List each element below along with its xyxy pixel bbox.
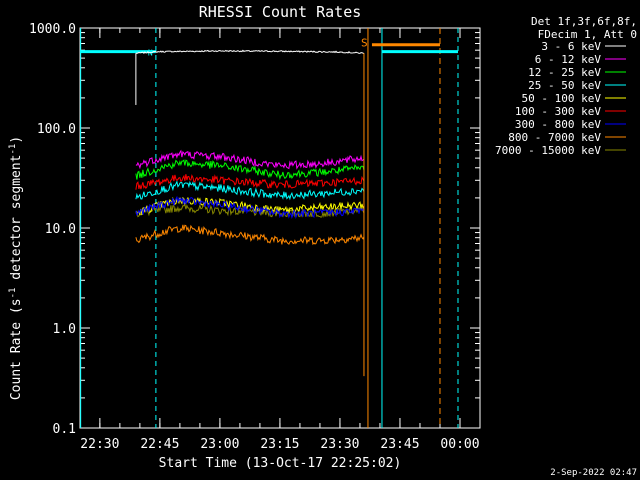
attenuator-marker-label: S xyxy=(361,37,368,50)
y-tick-label: 1000.0 xyxy=(29,22,76,37)
legend-label: 3 - 6 keV xyxy=(541,40,601,53)
series-line-3-6keV xyxy=(135,49,365,55)
legend-label: 100 - 300 keV xyxy=(515,105,601,118)
chart-title: RHESSI Count Rates xyxy=(199,3,362,21)
x-tick-label: 23:45 xyxy=(380,437,419,452)
y-tick-label: 10.0 xyxy=(45,222,76,237)
svg-text:Count Rate (s-1 detector segme: Count Rate (s-1 detector segment-1) xyxy=(8,136,24,400)
y-axis-label-tail: detector segment xyxy=(9,155,24,288)
x-tick-label: 22:30 xyxy=(80,437,119,452)
legend-label: 50 - 100 keV xyxy=(522,92,602,105)
y-axis-label-sup2: -1 xyxy=(8,144,18,155)
x-tick-label: 23:15 xyxy=(260,437,299,452)
legend-label: 300 - 800 keV xyxy=(515,118,601,131)
series-line-100-300keV xyxy=(135,174,365,190)
legend: Det 1f,3f,6f,8f, FDecim 1, Att 0 3 - 6 k… xyxy=(495,15,637,157)
legend-label: 25 - 50 keV xyxy=(528,79,601,92)
legend-header-line-1: Det 1f,3f,6f,8f, xyxy=(531,15,637,28)
series-line-6-12keV xyxy=(135,149,365,170)
legend-label: 12 - 25 keV xyxy=(528,66,601,79)
series-line-25-50keV xyxy=(135,180,365,201)
series-line-800-7000keV xyxy=(135,224,365,246)
legend-label: 800 - 7000 keV xyxy=(508,131,601,144)
data-series: SN xyxy=(80,28,459,428)
timestamp: 2-Sep-2022 02:47 xyxy=(550,468,637,478)
y-tick-label: 1.0 xyxy=(53,322,76,337)
x-tick-label: 23:00 xyxy=(200,437,239,452)
x-tick-label: 23:30 xyxy=(320,437,359,452)
plot-frame xyxy=(79,27,481,429)
x-axis-label: Start Time (13-Oct-17 22:25:02) xyxy=(159,456,402,471)
y-axis-label-main: Count Rate (s xyxy=(9,298,24,400)
y-axis-label: Count Rate (s-1 detector segment-1) xyxy=(8,136,24,400)
legend-header-line-2: FDecim 1, Att 0 xyxy=(538,28,637,41)
y-axis-label-end: ) xyxy=(9,136,24,144)
y-tick-label: 100.0 xyxy=(37,122,76,137)
series-line-300-800keV xyxy=(135,195,365,219)
night-marker-label: N xyxy=(148,49,153,58)
axes: 0.1 1.0 10.0 100.0 1000.0 22:30 22:45 23:00 23:1… xyxy=(29,22,481,452)
x-tick-label: 00:00 xyxy=(440,437,479,452)
x-tick-label: 22:45 xyxy=(140,437,179,452)
series-line-50-100keV xyxy=(135,196,365,215)
series-line-12-25keV xyxy=(135,159,365,181)
legend-label: 6 - 12 keV xyxy=(535,53,602,66)
y-tick-label: 0.1 xyxy=(53,422,76,437)
y-axis-label-sup1: -1 xyxy=(8,288,18,299)
legend-label: 7000 - 15000 keV xyxy=(495,144,601,157)
